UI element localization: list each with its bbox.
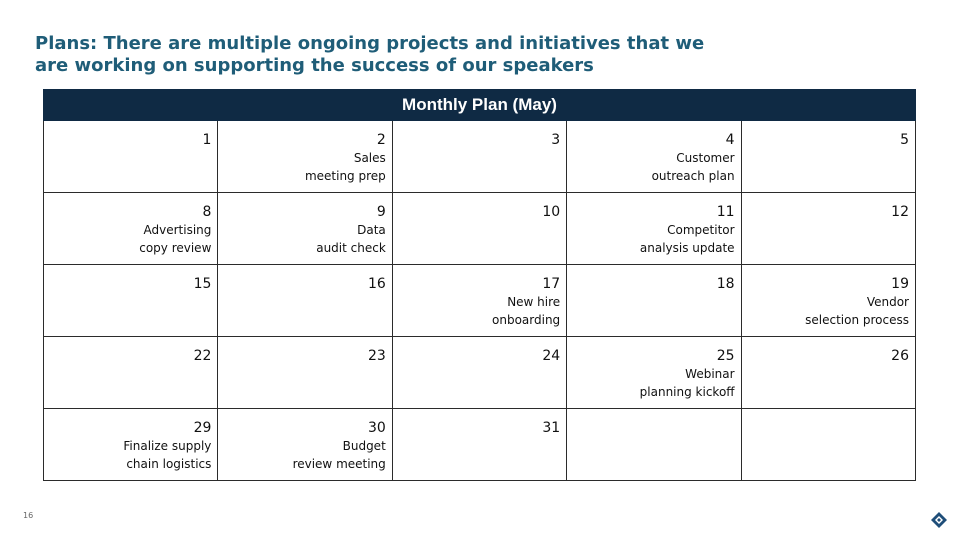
day-number: 15 <box>193 276 212 292</box>
day-number: 9 <box>376 204 386 220</box>
calendar-day-cell: 16 <box>217 264 393 337</box>
calendar-day-cell: 12 <box>740 192 917 265</box>
calendar-week-row: 29 Finalize supply chain logistics 30 Budge… <box>42 408 917 481</box>
day-number: 8 <box>202 204 212 220</box>
page-number: 16 <box>23 511 34 520</box>
day-event-text: Competitor analysis update <box>639 223 735 255</box>
day-event-text: Vendor selection process <box>805 295 909 327</box>
day-number: 3 <box>551 132 561 148</box>
calendar-day-cell: 1 <box>42 120 219 193</box>
calendar-week-row: 15 16 17 New hire onboarding 18 19 Vendor sele… <box>42 264 917 337</box>
day-number: 4 <box>725 132 735 148</box>
calendar-day-cell: 8 Advertising copy review <box>42 192 219 265</box>
day-number: 23 <box>367 348 386 364</box>
day-event-text: New hire onboarding <box>492 295 561 327</box>
day-event-text: Budget review meeting <box>292 439 386 471</box>
calendar-day-cell <box>740 408 917 481</box>
calendar-day-cell: 25 Webinar planning kickoff <box>566 336 742 409</box>
day-event-text: Customer outreach plan <box>651 151 735 183</box>
company-logo-icon <box>931 512 947 528</box>
day-event-text: Webinar planning kickoff <box>639 367 735 399</box>
calendar-day-cell: 3 <box>391 120 568 193</box>
calendar-day-cell: 11 Competitor analysis update <box>566 192 742 265</box>
calendar-body: 1 2 Sales meeting prep 3 4 Customer outreach … <box>42 120 917 481</box>
day-number: 11 <box>716 204 735 220</box>
calendar-week-row: 22 23 24 25 Webinar planning kickoff 26 <box>42 336 917 409</box>
calendar-day-cell: 30 Budget review meeting <box>217 408 393 481</box>
slide-title: Plans: There are multiple ongoing projec… <box>35 33 705 76</box>
day-number: 26 <box>891 348 909 364</box>
calendar-day-cell: 2 Sales meeting prep <box>217 120 393 193</box>
calendar-day-cell: 15 <box>42 264 219 337</box>
calendar-day-cell: 5 <box>740 120 917 193</box>
calendar-day-cell: 19 Vendor selection process <box>740 264 917 337</box>
calendar-week-row: 1 2 Sales meeting prep 3 4 Customer outreach … <box>42 120 917 193</box>
day-number: 16 <box>367 276 386 292</box>
calendar-day-cell: 4 Customer outreach plan <box>566 120 742 193</box>
day-event-text: Data audit check <box>316 223 386 255</box>
calendar-day-cell: 31 <box>391 408 568 481</box>
day-number: 12 <box>891 204 909 220</box>
monthly-plan-calendar: Monthly Plan (May) 1 2 Sales meeting prep 3… <box>42 89 917 481</box>
calendar-header: Monthly Plan (May) <box>43 89 916 121</box>
day-event-text: Finalize supply chain logistics <box>123 439 212 471</box>
calendar-day-cell: 10 <box>391 192 568 265</box>
day-number: 17 <box>542 276 561 292</box>
day-number: 1 <box>202 132 212 148</box>
day-number: 22 <box>193 348 212 364</box>
calendar-day-cell: 29 Finalize supply chain logistics <box>42 408 219 481</box>
calendar-day-cell: 26 <box>740 336 917 409</box>
day-number: 5 <box>900 132 909 148</box>
day-number: 2 <box>376 132 386 148</box>
calendar-day-cell: 22 <box>42 336 219 409</box>
calendar-header-row: Monthly Plan (May) <box>43 89 916 121</box>
day-number: 25 <box>716 348 735 364</box>
calendar-day-cell: 9 Data audit check <box>217 192 393 265</box>
calendar-day-cell: 17 New hire onboarding <box>391 264 568 337</box>
calendar-week-row: 8 Advertising copy review 9 Data audit chec… <box>42 192 917 265</box>
day-event-text: Sales meeting prep <box>304 151 386 183</box>
day-number: 10 <box>542 204 561 220</box>
day-event-text: Advertising copy review <box>139 223 212 255</box>
calendar-day-cell: 18 <box>566 264 742 337</box>
calendar-day-cell: 24 <box>391 336 568 409</box>
day-number: 30 <box>367 420 386 436</box>
day-number: 31 <box>542 420 561 436</box>
day-number: 18 <box>716 276 735 292</box>
day-number: 24 <box>542 348 561 364</box>
calendar-day-cell: 23 <box>217 336 393 409</box>
day-number: 29 <box>193 420 212 436</box>
day-number: 19 <box>891 276 909 292</box>
calendar-day-cell <box>566 408 742 481</box>
